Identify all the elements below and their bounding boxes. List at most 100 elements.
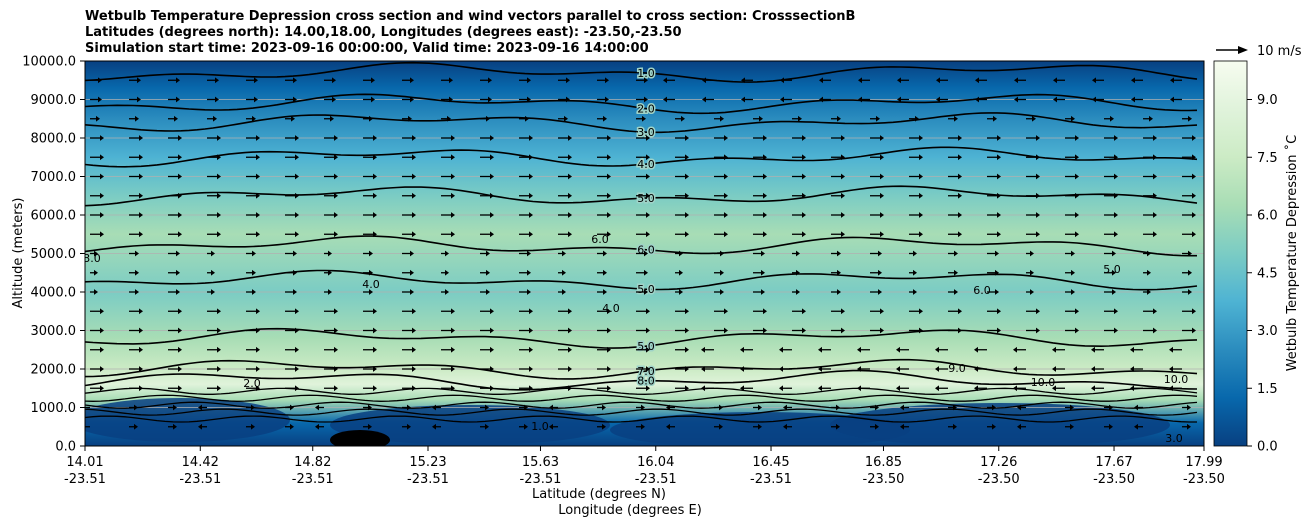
wind-vector-head xyxy=(332,96,336,103)
wind-vector-head xyxy=(992,404,996,411)
wind-vector-head xyxy=(1075,231,1079,238)
wind-vector-head xyxy=(802,173,806,180)
wind-vector-head xyxy=(100,135,104,141)
wind-vector-head xyxy=(779,346,783,353)
wind-vector-head xyxy=(1192,308,1196,315)
wind-vector-head xyxy=(646,192,650,199)
wind-vector-head xyxy=(685,173,689,180)
wind-vector-head xyxy=(880,192,884,199)
wind-vector-head xyxy=(1192,173,1196,180)
wind-vector-head xyxy=(685,135,689,141)
wind-vector-head xyxy=(796,250,800,257)
wind-vector-head xyxy=(94,269,98,276)
wind-vector-head xyxy=(1014,77,1018,84)
wind-vector-head xyxy=(369,289,373,295)
wind-vector-head xyxy=(935,346,939,353)
wind-vector-head xyxy=(607,346,611,353)
wind-vector-head xyxy=(527,96,531,103)
wind-vector-head xyxy=(858,77,862,84)
wind-vector-head xyxy=(646,154,650,161)
wind-vector-head xyxy=(607,366,611,372)
wind-vector-head xyxy=(1112,269,1116,276)
wind-vector-head xyxy=(451,212,455,218)
wind-vector-head xyxy=(1053,96,1057,103)
contour-label: 3.0 xyxy=(637,126,655,139)
wind-vector-head xyxy=(1153,154,1157,161)
wind-vector-head xyxy=(818,385,822,392)
wind-vector-head xyxy=(1092,77,1096,84)
wind-vector-head xyxy=(525,115,529,122)
wind-vector-head xyxy=(315,404,319,411)
wind-vector-head xyxy=(562,250,566,257)
wind-vector-head xyxy=(369,250,373,257)
wind-vector-head xyxy=(783,404,787,411)
wind-vector-head xyxy=(641,423,645,430)
wind-vector-head xyxy=(646,366,650,372)
x-tick-label-lon: -23.51 xyxy=(292,472,334,487)
wind-vector-head xyxy=(1114,173,1118,180)
wind-vector-head xyxy=(486,269,490,276)
wind-vector-head xyxy=(410,250,414,257)
wind-vector-head xyxy=(1153,135,1157,141)
wind-vector-head xyxy=(1130,346,1134,353)
wind-vector-head xyxy=(98,96,102,103)
wind-vector-head xyxy=(685,212,689,218)
wind-vector-head xyxy=(841,327,845,334)
y-tick-label: 0.0 xyxy=(55,440,76,455)
wind-vector-head xyxy=(549,404,553,411)
wind-vector-head xyxy=(100,154,104,161)
wind-vector-head xyxy=(763,308,767,315)
wind-vector-head xyxy=(702,96,706,103)
wind-vector-head xyxy=(644,96,648,103)
wind-vector-head xyxy=(100,346,104,353)
wind-vector-head xyxy=(173,423,177,430)
wind-vector-head xyxy=(646,212,650,218)
contour-label: 10.0 xyxy=(1164,373,1189,386)
wind-vector-head xyxy=(1030,269,1034,276)
wind-vector-head xyxy=(724,231,728,238)
wind-vector-head xyxy=(1017,423,1021,430)
wind-vector-head xyxy=(607,135,611,141)
wind-vector-head xyxy=(256,327,260,334)
wind-vector-head xyxy=(490,231,494,238)
wind-vector-head xyxy=(368,423,372,430)
wind-vectors xyxy=(85,77,1196,430)
wind-vector-head xyxy=(997,327,1001,334)
contour-line xyxy=(85,358,1198,380)
moist-patch xyxy=(85,398,290,442)
wind-vector-head xyxy=(490,212,494,218)
wind-vector-head xyxy=(412,154,416,161)
wind-vector-head xyxy=(490,346,494,353)
wind-vector-head xyxy=(176,96,180,103)
wind-vector-head xyxy=(174,115,178,122)
wind-vector-head xyxy=(1013,366,1017,372)
wind-vector-head xyxy=(641,404,645,411)
wind-vector-head xyxy=(819,77,823,84)
wind-vector-head xyxy=(836,404,840,411)
wind-vector-head xyxy=(685,327,689,334)
contour-line xyxy=(85,269,1198,291)
wind-vector-head xyxy=(644,250,648,257)
wind-vector-head xyxy=(875,423,879,430)
wind-vector-head xyxy=(997,231,1001,238)
wind-vector-head xyxy=(373,135,377,141)
wind-vector-head xyxy=(217,366,221,372)
wind-vector-head xyxy=(761,250,765,257)
wind-vector-head xyxy=(841,173,845,180)
wind-vector-head xyxy=(953,404,957,411)
wind-vector-head xyxy=(412,173,416,180)
wind-vector-head xyxy=(135,250,139,257)
wind-vector-head xyxy=(880,231,884,238)
contour-line xyxy=(85,415,1197,423)
wind-vector-head xyxy=(1091,385,1095,392)
wind-vector-head xyxy=(295,327,299,334)
wind-vector-head xyxy=(173,404,177,411)
wind-vector-head xyxy=(451,173,455,180)
surface-moist-layer xyxy=(85,398,1170,446)
wind-vector-head xyxy=(954,250,958,257)
wind-vector-head xyxy=(373,346,377,353)
wind-vector-head xyxy=(217,308,221,315)
wind-vector-head xyxy=(740,346,744,353)
wind-vector-head xyxy=(1109,404,1113,411)
wind-vector-head xyxy=(490,192,494,199)
